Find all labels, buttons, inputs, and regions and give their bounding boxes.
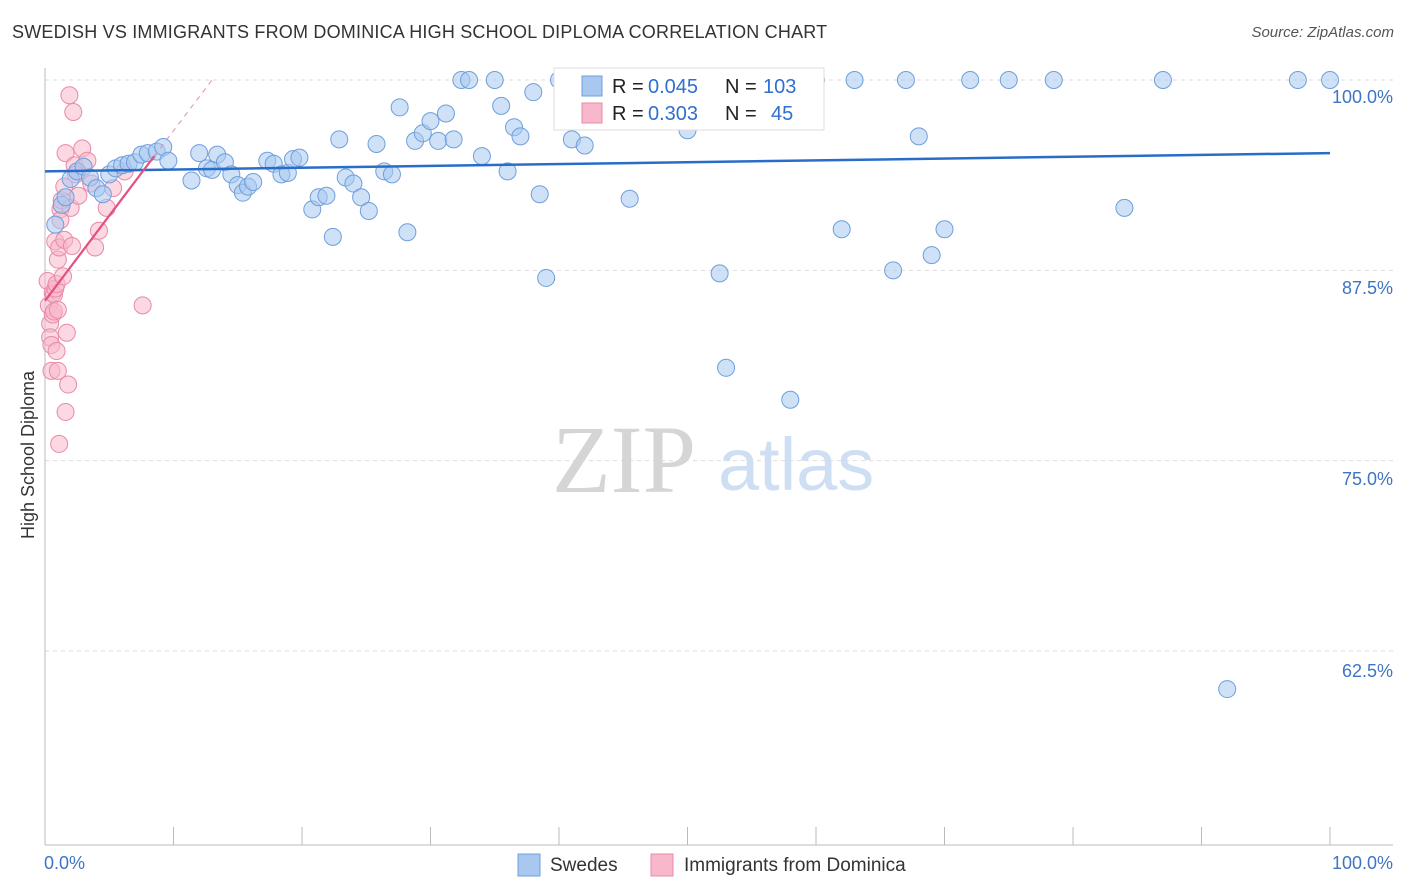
point-swedes-93 [1115,198,1134,217]
point-swedes-20 [190,144,209,163]
legend: Swedes Immigrants from Dominica [517,853,906,877]
stats-n-value-dominica: 45 [771,103,793,125]
point-dominica-26 [59,375,78,394]
stats-r-value-swedes: 0.045 [648,76,698,98]
point-dominica-23 [56,402,75,421]
trend-lines [44,79,1331,302]
point-swedes-85 [884,261,903,280]
point-swedes-84 [845,71,864,89]
point-swedes-29 [244,173,263,192]
point-swedes-94 [1153,71,1172,89]
point-swedes-57 [460,71,479,89]
point-swedes-47 [382,165,401,184]
point-swedes-55 [444,130,463,149]
point-swedes-64 [524,83,543,102]
point-swedes-18 [159,151,178,170]
point-swedes-61 [498,162,517,181]
x-tick-label-max: 100.0% [1332,853,1393,873]
y-tick-label-100: 100.0% [1332,87,1393,107]
point-swedes-69 [575,136,594,155]
stats-n-value-swedes: 103 [763,76,796,98]
point-swedes-19 [182,171,201,190]
point-dominica-15 [48,361,67,380]
point-dominica-30 [64,102,83,121]
point-swedes-53 [429,131,448,150]
point-swedes-89 [935,220,954,239]
stats-r-label-swedes: R = [612,76,644,98]
axes [44,68,1393,846]
point-swedes-83 [832,220,851,239]
legend-swatch-swedes[interactable] [517,853,541,877]
watermark-atlas: atlas [718,423,874,506]
point-swedes-92 [1044,71,1063,89]
y-tick-label-75: 75.0% [1342,469,1393,489]
y-tick-label-62-5: 62.5% [1342,661,1393,681]
series-dominica-points [38,86,152,453]
point-dominica-44 [48,300,67,319]
point-swedes-63 [511,127,530,146]
stats-box: R = 0.045 N = 103 R = 0.303 N = 45 [553,67,825,131]
stats-n-label-swedes: N = [725,76,757,98]
point-dominica-25 [57,323,76,342]
x-tick-label-min: 0.0% [44,853,85,873]
point-swedes-95 [1218,680,1237,699]
point-swedes-97 [1321,71,1339,89]
point-swedes-88 [922,246,941,265]
point-dominica-17 [50,434,69,453]
chart-title: SWEDISH VS IMMIGRANTS FROM DOMINICA HIGH… [12,22,828,42]
point-swedes-96 [1288,71,1307,89]
point-swedes-77 [710,264,729,283]
stats-swatch-swedes [581,75,603,97]
point-swedes-2 [56,188,75,207]
trend-line-dominica-extension [153,79,213,157]
point-dominica-29 [62,236,81,255]
point-dominica-13 [47,342,66,361]
y-axis-title: High School Diploma [18,370,38,539]
point-swedes-60 [492,96,511,115]
point-swedes-0 [46,215,65,234]
stats-r-label-dominica: R = [612,103,644,125]
point-swedes-78 [717,358,736,377]
point-swedes-42 [344,174,363,193]
point-swedes-59 [485,71,504,89]
point-swedes-40 [330,130,349,149]
chart-source: Source: ZipAtlas.com [1251,24,1394,41]
point-swedes-49 [398,223,417,242]
point-dominica-24 [56,144,75,163]
point-swedes-87 [909,127,928,146]
stats-swatch-dominica [581,102,603,124]
point-swedes-81 [781,390,800,409]
point-swedes-39 [323,227,342,246]
point-swedes-58 [472,147,491,166]
point-swedes-66 [537,268,556,287]
series-swedes-points [46,71,1339,699]
point-swedes-48 [390,98,409,117]
point-swedes-91 [999,71,1018,89]
point-swedes-45 [367,134,386,153]
y-tick-label-87-5: 87.5% [1342,278,1393,298]
stats-r-value-dominica: 0.303 [648,103,698,125]
point-swedes-38 [317,186,336,205]
point-dominica-27 [60,86,79,105]
point-swedes-35 [290,148,309,167]
point-swedes-44 [359,201,378,220]
legend-swatch-dominica[interactable] [650,853,674,877]
trend-line-dominica [44,155,156,302]
point-swedes-90 [961,71,980,89]
point-dominica-41 [133,296,152,315]
point-swedes-8 [93,185,112,204]
legend-label-swedes[interactable]: Swedes [550,855,618,876]
point-swedes-72 [620,189,639,208]
legend-label-dominica[interactable]: Immigrants from Dominica [684,855,906,876]
watermark-zip: ZIP [552,406,696,513]
point-swedes-65 [530,185,549,204]
point-swedes-86 [896,71,915,89]
point-swedes-54 [436,104,455,123]
point-swedes-43 [352,188,371,207]
point-swedes-52 [421,112,440,131]
trend-line-swedes [44,151,1331,173]
stats-n-label-dominica: N = [725,103,757,125]
